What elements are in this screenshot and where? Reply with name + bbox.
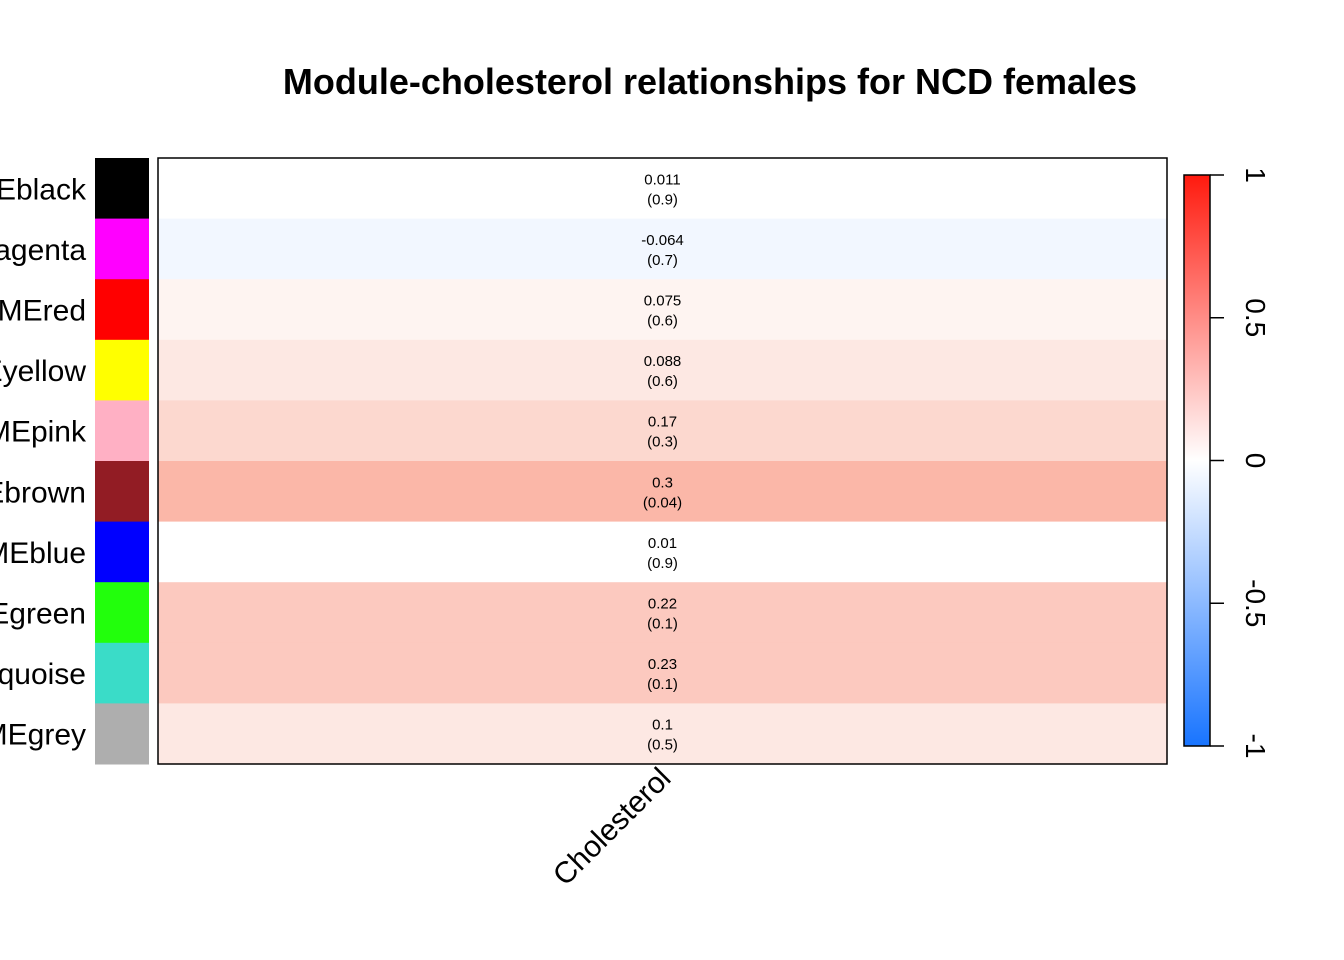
column-labels: Cholesterol [547, 762, 678, 893]
swatch-MEpink [95, 400, 149, 462]
heatmap-cell [158, 461, 1167, 523]
cell-value: 0.3 [652, 474, 673, 491]
swatch-MEblack [95, 158, 149, 220]
cell-pvalue: (0.5) [647, 737, 678, 754]
module-swatches [95, 158, 149, 765]
cell-value: 0.088 [644, 353, 682, 370]
heatmap-cell [158, 339, 1167, 401]
row-label: MEyellow [0, 355, 86, 388]
row-label: MEmagenta [0, 234, 86, 267]
cell-pvalue: (0.6) [647, 313, 678, 330]
cell-pvalue: (0.04) [643, 494, 682, 511]
row-label: MEred [0, 295, 86, 328]
swatch-MEyellow [95, 339, 149, 401]
row-label: MEpink [0, 416, 87, 449]
cell-value: 0.17 [648, 414, 677, 431]
color-scale-legend: -1 -0.5 0 0.5 1 [1183, 167, 1271, 759]
cell-value: 0.01 [648, 535, 677, 552]
swatch-MEgrey [95, 703, 149, 765]
swatch-MEgreen [95, 582, 149, 644]
row-label: MEturquoise [0, 658, 86, 691]
row-label: MEgrey [0, 719, 86, 752]
heatmap-cell [158, 582, 1167, 644]
row-label: MEblack [0, 173, 87, 206]
column-label: Cholesterol [547, 762, 678, 893]
cell-value: 0.011 [644, 171, 680, 188]
cell-pvalue: (0.3) [647, 434, 678, 451]
cell-value: 0.23 [648, 656, 677, 673]
cell-pvalue: (0.6) [647, 373, 678, 390]
heatmap-cell [158, 158, 1167, 220]
color-scale-bar [1183, 174, 1211, 747]
cell-value: -0.064 [641, 232, 684, 249]
chart-title: Module-cholesterol relationships for NCD… [283, 61, 1137, 102]
row-label: MEgreen [0, 598, 86, 631]
heatmap-cell [158, 279, 1167, 341]
swatch-MEbrown [95, 461, 149, 523]
heatmap-cell [158, 400, 1167, 462]
cell-pvalue: (0.9) [647, 191, 678, 208]
heatmap-border [157, 157, 1168, 765]
scale-tick-label: -1 [1240, 734, 1271, 759]
row-label: MEbrown [0, 476, 86, 509]
row-labels: MEblack MEmagenta MEred MEyellow MEpink MEbro… [0, 173, 87, 751]
heatmap-cell [158, 703, 1167, 765]
swatch-MEblue [95, 521, 149, 583]
cell-value: 0.1 [652, 717, 673, 734]
cell-pvalue: (0.9) [647, 555, 678, 572]
swatch-MEmagenta [95, 218, 149, 280]
swatch-MEturquoise [95, 642, 149, 704]
scale-tick-label: 0.5 [1240, 298, 1271, 337]
cell-pvalue: (0.1) [647, 616, 678, 633]
heatmap-cells: 0.011 (0.9) -0.064 (0.7) 0.075 (0.6) 0.088 (0.6… [158, 158, 1167, 765]
heatmap-cell [158, 642, 1167, 704]
cell-value: 0.22 [648, 596, 677, 613]
cell-pvalue: (0.7) [647, 252, 678, 269]
row-label: MEblue [0, 537, 86, 570]
cell-value: 0.075 [644, 293, 682, 310]
scale-tick-label: 0 [1240, 453, 1271, 469]
scale-tick-label: 1 [1240, 167, 1271, 183]
heatmap-cell [158, 218, 1167, 280]
scale-tick-label: -0.5 [1240, 579, 1271, 627]
heatmap-cell [158, 521, 1167, 583]
swatch-MEred [95, 279, 149, 341]
cell-pvalue: (0.1) [647, 676, 678, 693]
